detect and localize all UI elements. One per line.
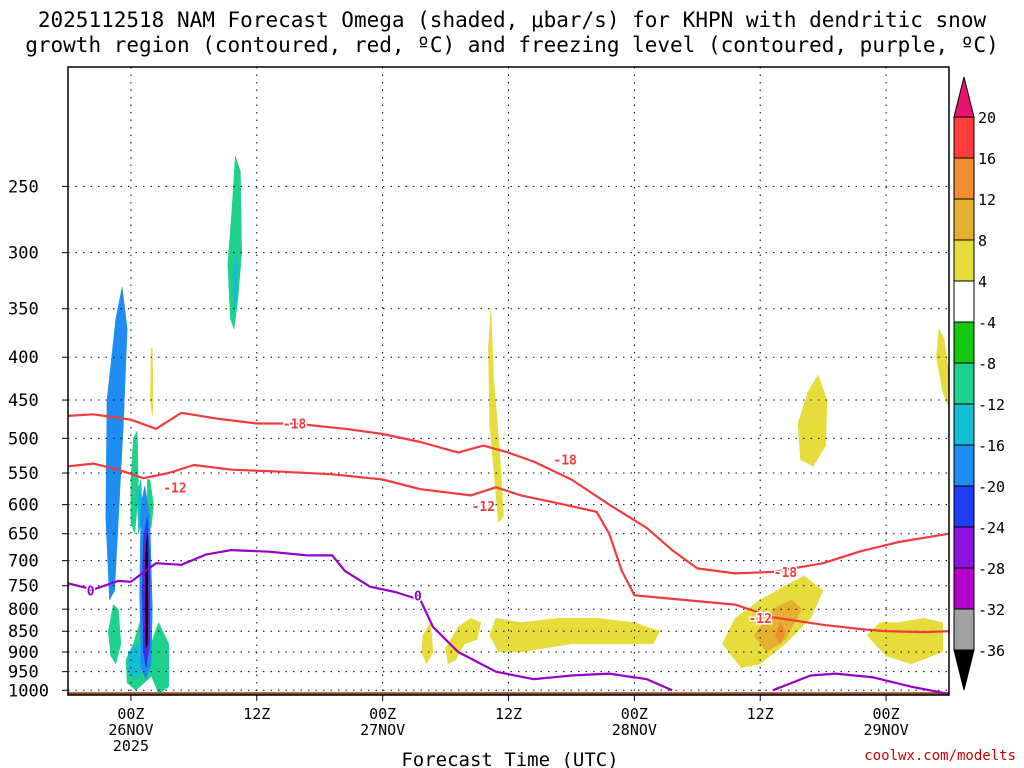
colorbar-swatch-2 [953,198,975,241]
colorbar-top-arrow [953,76,975,118]
colorbar-label-10: -24 [978,519,1005,537]
y-tick-label-900: 900 [8,643,39,663]
y-tick-label-400: 400 [8,348,39,368]
omega-region-17 [445,617,482,665]
colorbar-swatch-11 [953,567,975,610]
colorbar-swatch-0 [953,116,975,159]
colorbar-bottom-arrow [953,649,975,691]
colorbar-label-5: -4 [978,314,996,332]
colorbar-label-8: -16 [978,437,1005,455]
y-tick-label-950: 950 [8,663,39,683]
y-tick-label-450: 450 [8,391,39,411]
omega-region-0 [105,287,128,601]
freezing-contour-line-1 [772,672,950,695]
dgz-contour-line-0 [67,411,950,575]
y-tick-label-1000: 1000 [8,681,49,701]
credit-text[interactable]: coolwx.com/modelts [864,748,1016,764]
dgz-contour-line-1 [67,462,950,634]
colorbar-label-4: 4 [978,273,987,291]
colorbar-label-11: -28 [978,560,1005,578]
colorbar-label-0: 20 [978,109,996,127]
omega-region-20 [797,374,828,467]
dgz-contour-label-1-1: -12 [472,500,495,515]
ground-fill [68,692,949,695]
y-tick-label-250: 250 [8,177,39,197]
omega-region-24 [775,622,786,645]
y-tick-label-500: 500 [8,429,39,449]
x-axis-label: Forecast Time (UTC) [401,749,618,768]
chart-title-line-2: growth region (contoured, red, ºC) and f… [25,33,999,57]
x-tick-label-20: 00Z [369,705,396,723]
x-tick-label-50: 12Z [747,705,774,723]
chart-title-line-1: 2025112518 NAM Forecast Omega (shaded, μ… [37,8,987,32]
omega-shaded-regions [105,155,950,695]
omega-region-15 [488,308,504,523]
y-tick-label-750: 750 [8,577,39,597]
x-tick-date-40: 28NOV [612,721,657,739]
colorbar-swatch-9 [953,485,975,528]
colorbar-swatch-8 [953,444,975,487]
y-axis-ticks: 2503003504004505005506006507007508008509… [8,177,68,701]
omega-region-18 [489,617,660,653]
colorbar-label-3: 8 [978,232,987,250]
dgz-contour-label-1-2: -12 [748,612,771,627]
colorbar-label-7: -12 [978,396,1005,414]
ground-layer [68,692,949,695]
colorbar-label-13: -36 [978,642,1005,660]
colorbar-label-12: -32 [978,601,1005,619]
x-tick-label-30: 12Z [495,705,522,723]
x-tick-label-0: 00Z [117,705,144,723]
x-tick-date-60: 29NOV [863,721,908,739]
colorbar-label-2: 12 [978,191,996,209]
omega-region-4 [130,430,139,534]
x-tick-year-0: 2025 [113,737,149,755]
dgz-contour-label-0-0: -18 [283,418,307,433]
omega-region-14 [150,347,154,417]
dgz-contour-label-1-0: -12 [163,481,186,496]
y-tick-label-850: 850 [8,622,39,642]
y-tick-label-600: 600 [8,496,39,516]
y-tick-label-800: 800 [8,600,39,620]
contour-lines: -18 -18 -18 -12 -12 -12 0 0 [67,411,950,695]
freezing-contour-line-0 [67,549,673,692]
colorbar-swatch-5 [953,321,975,364]
colorbar-swatch-4 [953,280,975,323]
freezing-contour-label-0-0: 0 [87,585,95,600]
colorbar-label-1: 16 [978,150,996,168]
y-tick-label-300: 300 [8,244,39,264]
omega-region-3 [149,622,169,695]
x-tick-date-0: 26NOV [108,721,153,739]
omega-region-22 [936,328,950,409]
y-tick-label-350: 350 [8,300,39,320]
y-tick-label-700: 700 [8,552,39,572]
y-tick-label-550: 550 [8,464,39,484]
freezing-contour-label-0-1: 0 [414,589,422,604]
colorbar-swatch-3 [953,239,975,282]
x-tick-label-10: 12Z [243,705,270,723]
colorbar-swatch-1 [953,157,975,200]
omega-region-21 [866,617,943,665]
omega-region-13 [145,533,149,649]
omega-region-9 [232,252,239,309]
colorbar: 20 16 12 8 4 -4 -8 -12 -16 -20 -24 -28 -32 -36 [953,76,1005,691]
dgz-contour-label-0-1: -18 [553,454,577,469]
omega-region-1 [108,604,122,665]
colorbar-swatch-12 [953,608,975,651]
y-tick-label-650: 650 [8,525,39,545]
x-tick-label-40: 00Z [621,705,648,723]
x-tick-label-60: 00Z [873,705,900,723]
dgz-contour-label-0-2: -18 [774,566,798,581]
colorbar-swatch-6 [953,362,975,405]
colorbar-label-9: -20 [978,478,1005,496]
colorbar-swatch-7 [953,403,975,446]
colorbar-swatch-10 [953,526,975,569]
omega-region-16 [421,622,434,665]
x-tick-date-20: 27NOV [360,721,405,739]
colorbar-label-6: -8 [978,355,996,373]
